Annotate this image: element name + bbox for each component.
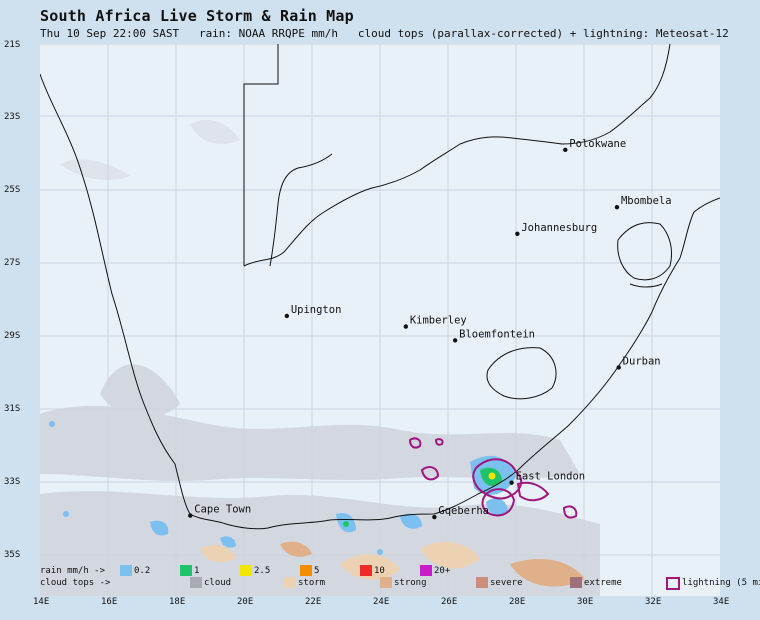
- coastline: [40, 73, 720, 530]
- lon-label: 16E: [101, 597, 118, 607]
- city-label: Cape Town: [194, 504, 251, 516]
- lat-label: 23S: [4, 112, 21, 122]
- city-marker: [509, 480, 514, 485]
- legend: rain mm/h -> cloud tops -> 0.2 1 2.5 5 1…: [40, 564, 760, 594]
- map-subtitle: Thu 10 Sep 22:00 SAST rain: NOAA RRQPE m…: [40, 27, 729, 40]
- cloud-field: [40, 119, 600, 596]
- city-marker: [188, 513, 193, 518]
- lon-label: 34E: [713, 597, 730, 607]
- legend-rain-swatch-3: [300, 565, 312, 576]
- lat-label: 31S: [4, 404, 21, 414]
- legend-rain-text: 5: [314, 566, 320, 576]
- legend-cloud-text: storm: [298, 578, 326, 588]
- lon-label: 32E: [645, 597, 662, 607]
- legend-cloud-swatch-0: [190, 577, 202, 588]
- legend-rain-label: rain mm/h ->: [40, 566, 106, 576]
- city-label: Kimberley: [410, 315, 467, 327]
- city-marker: [563, 147, 568, 153]
- lat-label: 29S: [4, 331, 21, 341]
- legend-cloud-text: strong: [394, 578, 427, 588]
- lat-label: 33S: [4, 477, 21, 487]
- city-label: Mbombela: [621, 195, 672, 207]
- legend-rain-text: 2.5: [254, 566, 271, 576]
- legend-rain-text: 1: [194, 566, 200, 576]
- lat-label: 25S: [4, 185, 21, 195]
- legend-rain-swatch-4: [360, 565, 372, 576]
- lightning-polygons: [408, 437, 578, 519]
- graticule: [40, 44, 720, 596]
- map-title: South Africa Live Storm & Rain Map: [40, 7, 354, 25]
- city-label: Polokwane: [569, 138, 626, 150]
- legend-rain-swatch-0: [120, 565, 132, 576]
- lat-label: 21S: [4, 40, 21, 50]
- city-label: Upington: [291, 304, 342, 316]
- lon-label: 24E: [373, 597, 390, 607]
- city-label: Johannesburg: [521, 222, 597, 234]
- rain-cells: [49, 421, 516, 555]
- legend-rain-text: 20+: [434, 566, 451, 576]
- legend-cloud-text: cloud: [204, 578, 232, 588]
- city-marker: [284, 313, 290, 319]
- legend-cloud-text: severe: [490, 578, 523, 588]
- city-label: East London: [516, 471, 586, 483]
- legend-cloud-swatch-1: [284, 577, 296, 588]
- lon-label: 18E: [169, 597, 186, 607]
- legend-lightning-text: lightning (5 min): [682, 578, 760, 588]
- city-marker: [403, 324, 409, 329]
- lon-label: 22E: [305, 597, 322, 607]
- lon-label: 28E: [509, 597, 526, 607]
- lon-label: 20E: [237, 597, 254, 607]
- city-label: Gqeberha: [438, 505, 489, 517]
- lon-label: 26E: [441, 597, 458, 607]
- city-marker: [432, 514, 437, 520]
- legend-rain-text: 10: [374, 566, 385, 576]
- city-label: Bloemfontein: [459, 328, 535, 340]
- city-label: Durban: [623, 355, 661, 367]
- city-marker: [452, 338, 458, 343]
- lon-label: 14E: [33, 597, 50, 607]
- borders: [243, 44, 671, 288]
- legend-lightning-swatch: [666, 577, 680, 590]
- legend-cloud-swatch-3: [476, 577, 488, 588]
- lat-label: 27S: [4, 258, 21, 268]
- legend-cloud-label: cloud tops ->: [40, 578, 111, 588]
- legend-rain-swatch-1: [180, 565, 192, 576]
- legend-rain-text: 0.2: [134, 566, 151, 576]
- city-layer: Polokwane Mbombela Johannesburg Upington Kim…: [188, 138, 672, 520]
- city-marker: [614, 204, 620, 210]
- legend-rain-swatch-5: [420, 565, 432, 576]
- legend-cloud-swatch-2: [380, 577, 392, 588]
- legend-rain-swatch-2: [240, 565, 252, 576]
- city-marker: [515, 231, 520, 236]
- lat-label: 35S: [4, 550, 21, 560]
- lon-label: 30E: [577, 597, 594, 607]
- storm-rain-map[interactable]: Polokwane Mbombela Johannesburg Upington Kim…: [40, 44, 720, 596]
- map-canvas: Polokwane Mbombela Johannesburg Upington Kim…: [40, 44, 720, 596]
- legend-cloud-text: extreme: [584, 578, 622, 588]
- city-marker: [616, 365, 621, 370]
- legend-cloud-swatch-4: [570, 577, 582, 588]
